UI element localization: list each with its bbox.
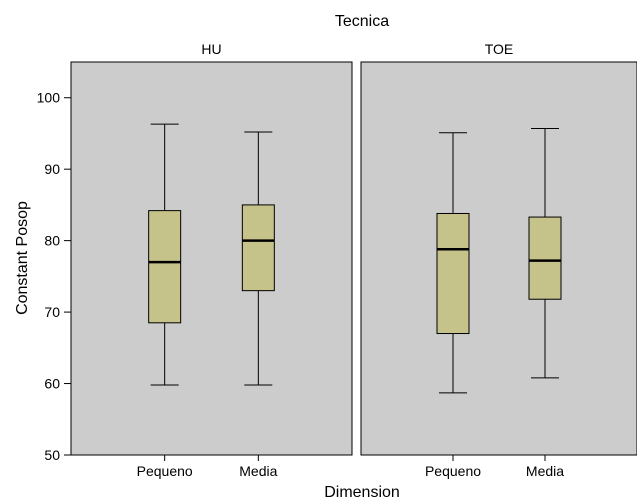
x-tick-label: Media: [239, 463, 277, 479]
y-axis: 50 60 70 80 90 100: [37, 62, 72, 463]
y-axis-label: Constant Posop: [14, 201, 31, 315]
panel-background: [360, 61, 637, 456]
y-tick-label: 60: [44, 376, 60, 392]
iqr-box: [148, 210, 182, 324]
y-tick-label: 90: [44, 161, 60, 177]
y-tick-label: 50: [44, 447, 60, 463]
panel-title: TOE: [485, 41, 514, 57]
panel-toe: TOE Pequeno Media: [360, 41, 637, 479]
x-axis-label: Dimension: [324, 484, 400, 501]
y-tick-label: 100: [37, 90, 61, 106]
iqr-box: [241, 204, 275, 292]
iqr-box: [528, 216, 562, 300]
x-tick-label: Pequeno: [137, 463, 193, 479]
panel-hu: HU Pequeno Media: [70, 41, 353, 479]
x-tick-label: Media: [526, 463, 564, 479]
iqr-box: [436, 212, 470, 335]
panel-title: HU: [201, 41, 221, 57]
y-tick-label: 80: [44, 233, 60, 249]
x-tick-label: Pequeno: [425, 463, 481, 479]
y-tick-label: 70: [44, 304, 60, 320]
box-pequeno: Pequeno: [425, 132, 481, 479]
chart-title: Tecnica: [335, 13, 389, 30]
box-media: Media: [239, 131, 278, 479]
box-pequeno: Pequeno: [137, 123, 193, 479]
panels: HU Pequeno Media TOE Pequeno Media: [70, 41, 637, 479]
panel-background: [70, 61, 353, 456]
box-media: Media: [526, 127, 564, 479]
